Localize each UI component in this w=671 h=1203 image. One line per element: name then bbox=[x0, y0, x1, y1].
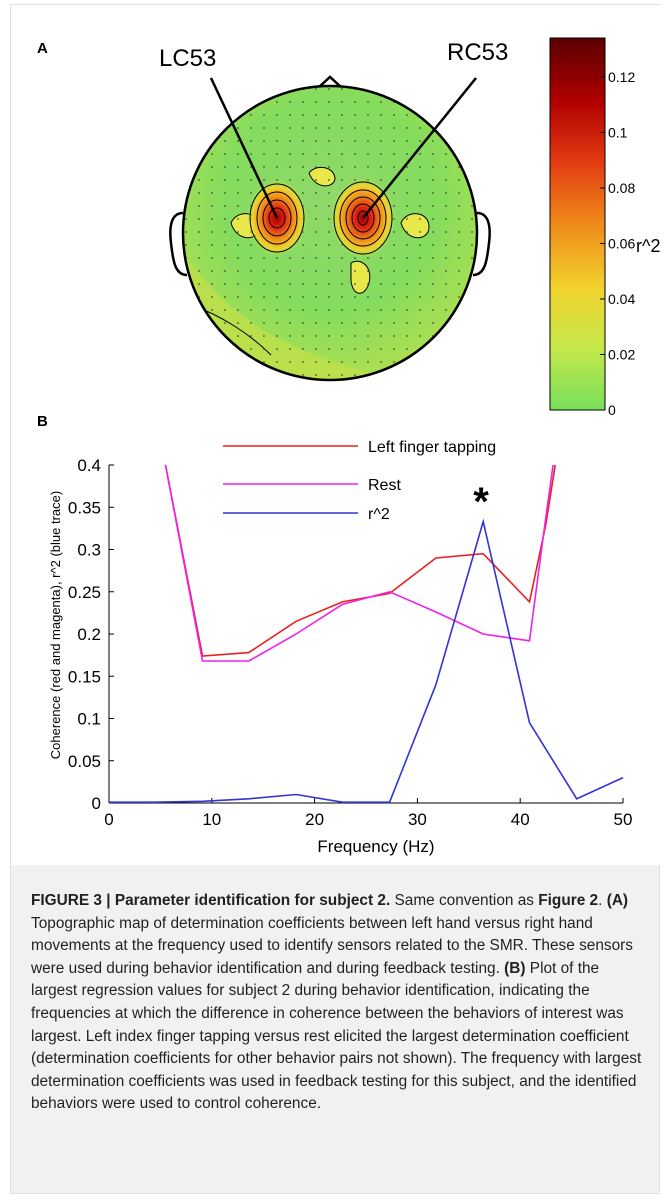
chart-series bbox=[109, 464, 624, 804]
figure-area: A bbox=[11, 5, 661, 865]
x-tick-label: 10 bbox=[202, 810, 221, 829]
left-sensor-pointer bbox=[209, 77, 279, 219]
x-tick-label: 20 bbox=[305, 810, 324, 829]
figure-page: A bbox=[10, 4, 661, 1194]
panel-b-label: B bbox=[37, 413, 48, 430]
colorbar-ticks: 0.12 0.1 0.08 0.06 0.04 0.02 0 bbox=[600, 69, 635, 418]
y-tick-label: 0.15 bbox=[68, 667, 101, 686]
legend-label: r^2 bbox=[368, 506, 390, 523]
coherence-chart: 0 10 20 30 40 50 0 0.05 0.1 0.15 0.2 0.25 0.3 0.35 0.… bbox=[48, 439, 632, 856]
y-tick-label: 0 bbox=[92, 794, 101, 813]
series-line-1 bbox=[164, 464, 556, 657]
x-tick-label: 0 bbox=[104, 810, 113, 829]
caption-label-a: (A) bbox=[606, 892, 629, 909]
x-tick-label: 50 bbox=[614, 810, 633, 829]
y-tick-label: 0.2 bbox=[77, 625, 101, 644]
y-tick-label: 0.3 bbox=[77, 541, 101, 560]
y-tick-label: 0.25 bbox=[68, 583, 101, 602]
y-axis-label: Coherence (red and magenta), r^2 (blue t… bbox=[48, 491, 63, 759]
colorbar-label: r^2 bbox=[636, 236, 660, 256]
x-axis-label: Frequency (Hz) bbox=[317, 837, 434, 856]
colorbar-tick-label: 0.12 bbox=[608, 69, 635, 85]
x-axis-ticks: 0 10 20 30 40 50 bbox=[104, 798, 632, 829]
significance-asterisk: * bbox=[473, 480, 489, 524]
caption-text: Same convention as bbox=[390, 892, 539, 909]
colorbar-tick-label: 0.08 bbox=[608, 180, 635, 196]
y-tick-label: 0.35 bbox=[68, 498, 101, 517]
series-line-3 bbox=[109, 518, 624, 804]
topographic-map bbox=[181, 84, 479, 382]
figure-caption: FIGURE 3 | Parameter identification for … bbox=[31, 890, 643, 1116]
y-axis-ticks: 0 0.05 0.1 0.15 0.2 0.25 0.3 0.35 0.4 bbox=[68, 456, 114, 813]
caption-figure-label: FIGURE 3 | Parameter identification for … bbox=[31, 892, 391, 909]
right-sensor-label: RC53 bbox=[447, 39, 508, 66]
chart-legend: Left finger tapping Rest r^2 bbox=[223, 439, 496, 523]
y-tick-label: 0.05 bbox=[68, 752, 101, 771]
colorbar-tick-label: 0.04 bbox=[608, 291, 635, 307]
figure-graphic: A bbox=[37, 37, 660, 856]
colorbar-tick-label: 0.02 bbox=[608, 346, 635, 362]
series-line-2 bbox=[164, 464, 554, 662]
colorbar: 0.12 0.1 0.08 0.06 0.04 0.02 0 r^2 bbox=[549, 37, 660, 418]
colorbar-tick-label: 0.06 bbox=[608, 235, 635, 251]
x-tick-label: 30 bbox=[408, 810, 427, 829]
left-sensor-label: LC53 bbox=[159, 45, 216, 72]
caption-text: . bbox=[598, 892, 607, 909]
colorbar-tick-label: 0.1 bbox=[608, 124, 628, 140]
right-sensor-pointer bbox=[362, 77, 477, 219]
legend-label: Rest bbox=[368, 477, 401, 494]
legend-label: Left finger tapping bbox=[368, 439, 496, 456]
caption-figure-ref[interactable]: Figure 2 bbox=[538, 892, 599, 909]
x-tick-label: 40 bbox=[511, 810, 530, 829]
y-tick-label: 0.4 bbox=[77, 456, 101, 475]
colorbar-tick-label: 0 bbox=[608, 402, 616, 418]
y-tick-label: 0.1 bbox=[77, 710, 101, 729]
caption-text-b: Plot of the largest regression values fo… bbox=[31, 959, 642, 1113]
panel-a-label: A bbox=[37, 40, 48, 57]
caption-text-a: Topographic map of determination coeffic… bbox=[31, 914, 633, 977]
caption-label-b: (B) bbox=[504, 959, 526, 977]
